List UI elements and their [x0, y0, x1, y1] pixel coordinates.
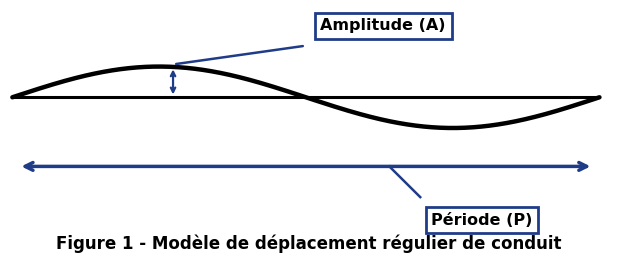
Text: Période (P): Période (P)	[431, 213, 533, 228]
Text: Amplitude (A): Amplitude (A)	[320, 18, 446, 33]
Text: Figure 1 - Modèle de déplacement régulier de conduit: Figure 1 - Modèle de déplacement régulie…	[56, 235, 562, 253]
